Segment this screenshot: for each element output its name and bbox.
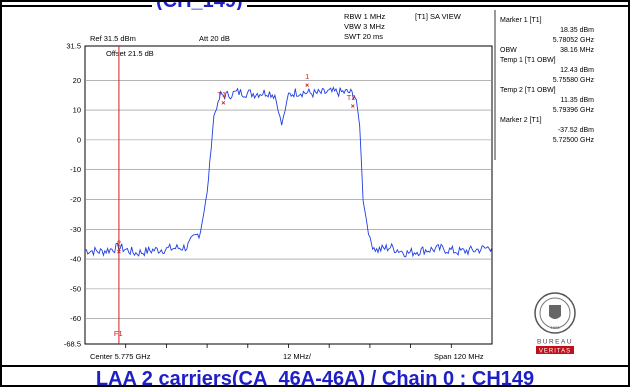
panel-value: 11.35 dBm [561, 97, 595, 104]
marker-point [221, 101, 226, 105]
y-tick-label: -30 [70, 225, 81, 234]
y-tick-label: -10 [70, 165, 81, 174]
marker-point [351, 104, 355, 108]
division-label: 12 MHz/ [283, 352, 312, 361]
spectrum-trace [84, 86, 493, 258]
y-tick-label: -60 [70, 314, 81, 323]
logo-top-band [536, 337, 574, 345]
y-tick-label: -50 [70, 284, 81, 293]
plot-border [84, 45, 493, 345]
spectrum-plot: Ref 31.5 dBm Att 20 dB RBW 1 MHz VBW 3 M… [64, 10, 595, 361]
y-tick-label: 31.5 [66, 42, 81, 51]
y-tick-label: 0 [77, 135, 81, 144]
marker-label: T2 [347, 93, 356, 102]
logo-text-bottom: VERITAS [539, 349, 571, 355]
panel-left: OBW [500, 47, 517, 54]
seal-inner-ring [539, 297, 571, 329]
panel-label: Temp 2 [T1 OBW] [500, 87, 556, 94]
caption-text: LAA 2 carriers(CA_46A-46A) / Chain 0 : C… [95, 368, 535, 387]
vbw-label: VBW 3 MHz [344, 22, 385, 31]
panel-value: 18.35 dBm [560, 27, 594, 34]
top-divider [2, 5, 628, 7]
clipped-title: (CH_149) [152, 2, 247, 10]
panel-value: 5.72500 GHz [553, 137, 595, 144]
attenuation-label: Att 20 dB [199, 34, 230, 43]
ref-level-label: Ref 31.5 dBm [90, 34, 136, 43]
seal-shield-icon [549, 305, 561, 319]
x-tick-marks [125, 344, 452, 348]
y-tick-label: 10 [73, 106, 81, 115]
seal-year: 1828 [551, 325, 561, 330]
panel-value: 5.79396 GHz [553, 107, 595, 114]
center-frequency-label: Center 5.775 GHz [90, 352, 151, 361]
marker-point [305, 83, 309, 87]
y-tick-label: -40 [70, 255, 81, 264]
figure-caption: LAA 2 carriers(CA_46A-46A) / Chain 0 : C… [2, 365, 628, 387]
marker-label: T1 [217, 90, 226, 99]
rbw-label: RBW 1 MHz [344, 12, 386, 21]
offset-label: Offset 21.5 dB [106, 49, 154, 58]
trace-markers: 1 T1 T2 2 [117, 72, 356, 254]
logo-text-top: BUREAU [537, 339, 573, 346]
span-label: Span 120 MHz [434, 352, 484, 361]
plot-grid [84, 45, 493, 345]
view-mode-label: [T1] SA VIEW [415, 12, 462, 21]
logo-red-band [536, 346, 574, 354]
panel-label: Marker 2 [T1] [500, 117, 542, 124]
marker-label: 1 [305, 72, 309, 81]
marker-readout-panel: Marker 1 [T1] 18.35 dBm 5.78052 GHz OBW 38.1… [494, 10, 595, 160]
panel-label: Temp 1 [T1 OBW] [500, 57, 556, 64]
y-tick-label: -68.5 [64, 340, 81, 349]
marker-point [117, 249, 121, 254]
panel-value: 12.43 dBm [560, 67, 594, 74]
panel-value: 5.78052 GHz [553, 37, 595, 44]
marker-label: 2 [117, 239, 121, 248]
y-tick-label: 20 [73, 76, 81, 85]
panel-value: 38.16 MHz [560, 47, 594, 54]
y-tick-labels: 31.5 20 10 0 -10 -20 -30 -40 -50 -60 -68.5 [64, 42, 81, 349]
panel-label: Marker 1 [T1] [500, 17, 542, 24]
f1-label: F1 [114, 329, 123, 338]
bureau-veritas-logo: 1828 BUREAU VERITAS [534, 292, 576, 355]
top-title-strip: (CH_149) [2, 2, 628, 10]
y-tick-label: -20 [70, 195, 81, 204]
panel-value: 5.75580 GHz [553, 77, 595, 84]
panel-value: -37.52 dBm [558, 127, 594, 134]
sweep-time-label: SWT 20 ms [344, 32, 383, 41]
